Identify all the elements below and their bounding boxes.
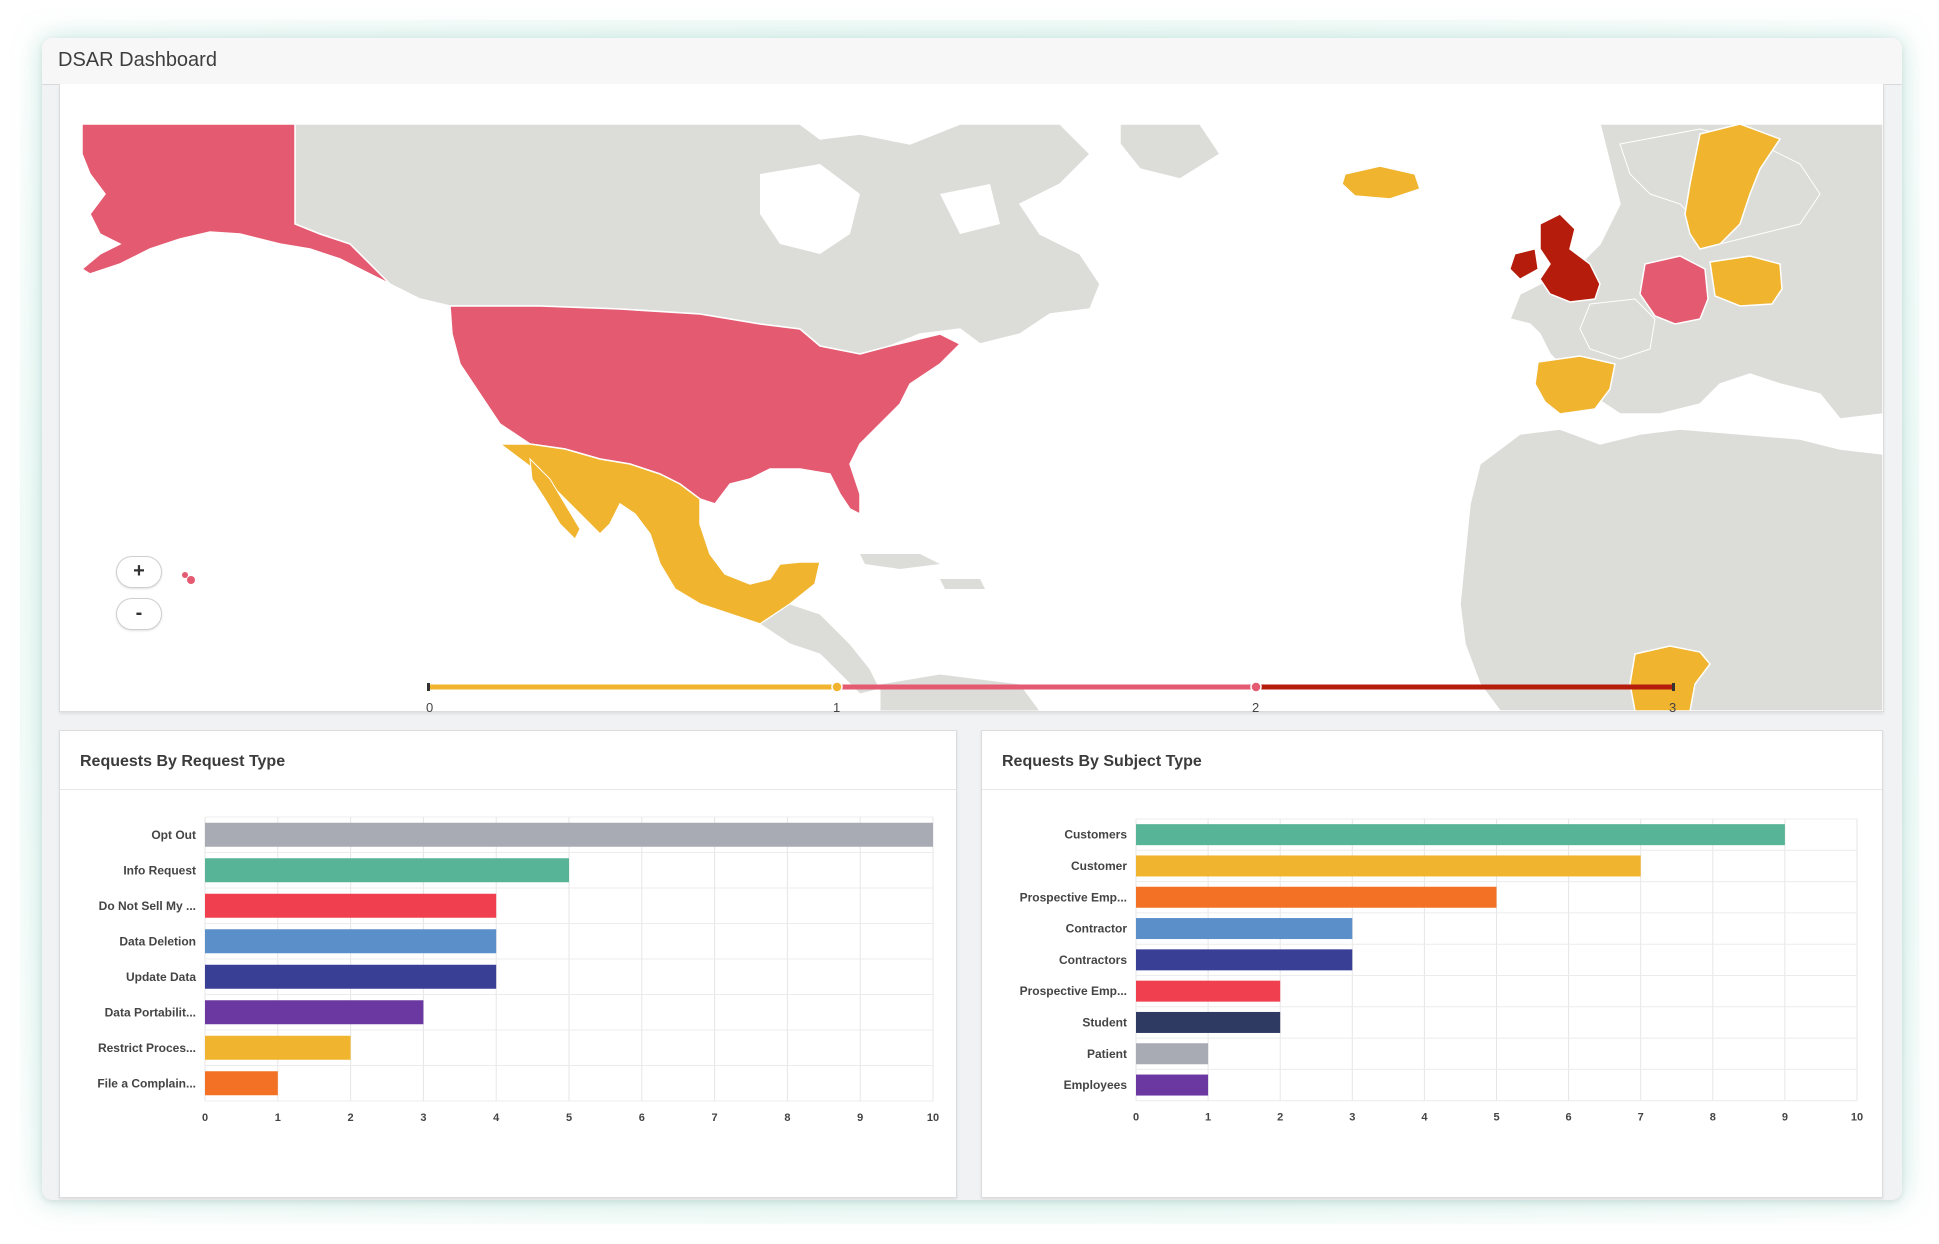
legend-tick-0: 0 <box>426 700 434 715</box>
category-label: Customers <box>1064 828 1127 842</box>
bar-request-type <box>205 1000 424 1025</box>
x-tick-label: 4 <box>493 1112 500 1124</box>
subject-type-bar-chart: Customers Customer Prospective Emp... Contr… <box>1020 818 1863 1124</box>
bar-subject-type <box>1136 1043 1209 1065</box>
category-label: Data Deletion <box>119 934 196 948</box>
country-mexico[interactable] <box>497 443 821 625</box>
x-tick-label: 2 <box>1277 1112 1283 1124</box>
x-tick-label: 4 <box>1421 1112 1428 1124</box>
bar-subject-type <box>1136 1074 1209 1096</box>
chart-header-divider <box>982 789 1882 790</box>
bar-subject-type <box>1136 886 1497 908</box>
bar-subject-type <box>1136 949 1353 971</box>
x-tick-label: 10 <box>927 1112 939 1124</box>
zoom-in-button[interactable]: + <box>116 556 162 588</box>
bar-subject-type <box>1136 855 1641 877</box>
country-germany[interactable] <box>1639 255 1709 325</box>
category-label: Prospective Emp... <box>1020 984 1127 998</box>
category-label: Prospective Emp... <box>1020 890 1127 904</box>
subject-type-chart-panel: Requests By Subject Type Customers Custom… <box>981 730 1883 1198</box>
category-label: Student <box>1082 1015 1127 1029</box>
x-tick-label: 9 <box>857 1112 863 1124</box>
x-tick-label: 1 <box>1205 1112 1211 1124</box>
bar-subject-type <box>1136 980 1281 1002</box>
category-label: Info Request <box>123 863 196 877</box>
x-tick-label: 5 <box>566 1112 572 1124</box>
x-tick-label: 10 <box>1851 1112 1863 1124</box>
request-type-chart-panel: Requests By Request Type Opt Out Info Req… <box>59 730 957 1198</box>
country-poland[interactable] <box>1709 255 1783 307</box>
category-label: Patient <box>1087 1047 1127 1061</box>
x-tick-label: 5 <box>1493 1112 1499 1124</box>
x-tick-label: 6 <box>639 1112 645 1124</box>
bar-subject-type <box>1136 1011 1281 1033</box>
x-tick-label: 8 <box>784 1112 790 1124</box>
bar-subject-type <box>1136 824 1785 846</box>
legend-tick-3: 3 <box>1669 700 1677 715</box>
x-tick-label: 9 <box>1782 1112 1788 1124</box>
country-nigeria[interactable] <box>1629 645 1711 711</box>
map-panel[interactable]: + - 0 1 2 3 <box>59 84 1884 715</box>
bar-request-type <box>205 964 497 989</box>
category-label: Contractors <box>1059 953 1127 967</box>
zoom-out-button[interactable]: - <box>116 598 162 630</box>
x-tick-label: 8 <box>1710 1112 1716 1124</box>
bar-subject-type <box>1136 918 1353 940</box>
country-alaska[interactable] <box>80 123 391 285</box>
x-tick-label: 1 <box>275 1112 281 1124</box>
country-spain[interactable] <box>1534 355 1616 415</box>
x-tick-label: 0 <box>202 1112 208 1124</box>
x-tick-label: 0 <box>1133 1112 1139 1124</box>
country-sweden[interactable] <box>1684 123 1782 250</box>
chart-title-subject-type: Requests By Subject Type <box>1002 753 1202 770</box>
world-map[interactable] <box>60 84 1883 711</box>
legend-tick-1: 1 <box>833 700 841 715</box>
bar-request-type <box>205 1035 351 1060</box>
country-canada[interactable] <box>294 123 1101 355</box>
dashboard-window: DSAR Dashboard <box>42 38 1902 1200</box>
request-type-bar-chart: Opt Out Info Request Do Not Sell My ... Dat… <box>97 816 939 1124</box>
x-tick-label: 3 <box>1349 1112 1355 1124</box>
chart-header-divider <box>60 789 956 790</box>
category-label: Customer <box>1071 859 1127 873</box>
category-label: Employees <box>1064 1078 1128 1092</box>
category-label: Data Portabilit... <box>105 1005 196 1019</box>
bar-request-type <box>205 1071 278 1096</box>
bar-request-type <box>205 858 569 883</box>
window-titlebar: DSAR Dashboard <box>42 38 1902 85</box>
chart-title-request-type: Requests By Request Type <box>80 753 286 770</box>
category-label: Contractor <box>1066 922 1128 936</box>
x-tick-label: 7 <box>1638 1112 1644 1124</box>
bar-request-type <box>205 893 497 918</box>
category-label: Restrict Proces... <box>98 1041 196 1055</box>
x-tick-label: 2 <box>348 1112 354 1124</box>
x-tick-label: 7 <box>712 1112 718 1124</box>
bar-request-type <box>205 822 933 847</box>
window-title: DSAR Dashboard <box>58 49 217 71</box>
category-label: File a Complain... <box>97 1076 196 1090</box>
x-tick-label: 6 <box>1566 1112 1572 1124</box>
country-united-kingdom[interactable] <box>1539 213 1601 303</box>
bar-request-type <box>205 929 497 954</box>
category-label: Update Data <box>126 970 196 984</box>
legend-tick-2: 2 <box>1252 700 1260 715</box>
category-label: Opt Out <box>151 828 196 842</box>
category-label: Do Not Sell My ... <box>99 899 196 913</box>
x-tick-label: 3 <box>420 1112 426 1124</box>
country-iceland[interactable] <box>1341 165 1421 200</box>
